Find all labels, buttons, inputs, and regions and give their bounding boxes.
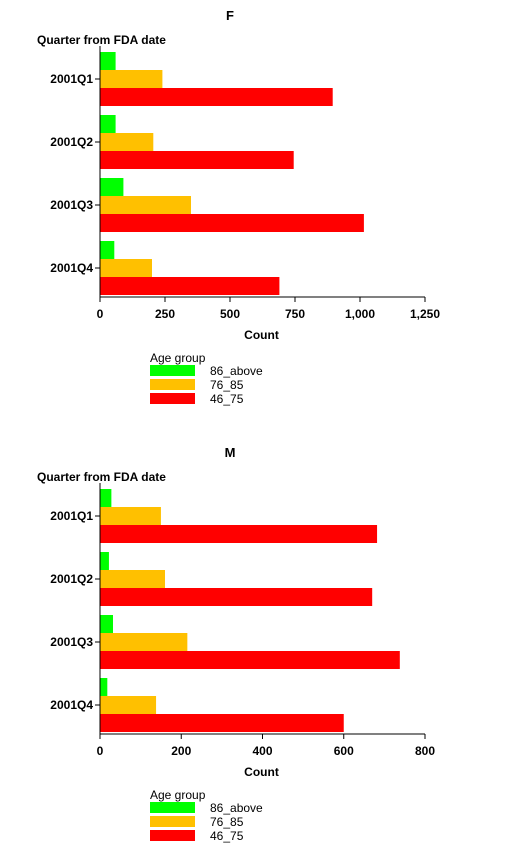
x-tick-label: 0 (97, 307, 104, 321)
y-tick-label: 2001Q3 (50, 198, 93, 212)
x-tick-label: 0 (97, 744, 104, 758)
bar-86_above-2001Q4 (100, 678, 108, 696)
x-axis-label: Count (244, 328, 279, 342)
bar-86_above-2001Q4 (100, 241, 115, 259)
x-tick-label: 600 (334, 744, 354, 758)
y-tick-label: 2001Q3 (50, 635, 93, 649)
legend-swatch-46_75 (150, 830, 195, 841)
legend-title: Age group (150, 788, 206, 802)
x-tick-label: 200 (171, 744, 191, 758)
x-tick-label: 500 (220, 307, 240, 321)
bar-46_75-2001Q2 (100, 151, 294, 169)
bar-86_above-2001Q1 (100, 52, 116, 70)
legend-swatch-76_85 (150, 379, 195, 390)
x-tick-label: 250 (155, 307, 175, 321)
bar-46_75-2001Q3 (100, 651, 400, 669)
legend-swatch-86_above (150, 365, 195, 376)
y-tick-label: 2001Q4 (50, 698, 93, 712)
y-tick-label: 2001Q1 (50, 509, 93, 523)
legend-label: 76_85 (210, 378, 244, 392)
y-tick-label: 2001Q4 (50, 261, 93, 275)
bar-46_75-2001Q4 (100, 277, 280, 295)
bar-76_85-2001Q1 (100, 507, 161, 525)
bar-76_85-2001Q1 (100, 70, 163, 88)
y-axis-label: Quarter from FDA date (37, 470, 166, 484)
y-tick-label: 2001Q2 (50, 572, 93, 586)
bar-86_above-2001Q2 (100, 552, 109, 570)
legend-swatch-46_75 (150, 393, 195, 404)
legend-label: 46_75 (210, 829, 244, 843)
bar-76_85-2001Q2 (100, 570, 165, 588)
chart-title: F (226, 8, 234, 23)
legend-label: 76_85 (210, 815, 244, 829)
bar-86_above-2001Q3 (100, 178, 124, 196)
y-axis-label: Quarter from FDA date (37, 33, 166, 47)
bar-76_85-2001Q3 (100, 633, 188, 651)
legend-label: 46_75 (210, 392, 244, 406)
legend-swatch-86_above (150, 802, 195, 813)
x-tick-label: 1,250 (410, 307, 440, 321)
bar-46_75-2001Q3 (100, 214, 364, 232)
bar-76_85-2001Q4 (100, 259, 152, 277)
legend-label: 86_above (210, 801, 263, 815)
bar-76_85-2001Q2 (100, 133, 154, 151)
bar-46_75-2001Q1 (100, 88, 333, 106)
y-tick-label: 2001Q2 (50, 135, 93, 149)
legend-swatch-76_85 (150, 816, 195, 827)
bar-86_above-2001Q3 (100, 615, 113, 633)
legend-title: Age group (150, 351, 206, 365)
chart-panel-f: F Quarter from FDA date 2001Q1 2001Q2 2001Q3… (37, 8, 440, 406)
bar-86_above-2001Q2 (100, 115, 116, 133)
bar-76_85-2001Q4 (100, 696, 157, 714)
legend-label: 86_above (210, 364, 263, 378)
x-tick-label: 750 (285, 307, 305, 321)
chart-title: M (225, 445, 236, 460)
x-tick-label: 1,000 (345, 307, 375, 321)
bar-76_85-2001Q3 (100, 196, 191, 214)
chart-panel-m: M Quarter from FDA date 2001Q1 2001Q2 2001Q3… (37, 445, 435, 843)
x-tick-label: 800 (415, 744, 435, 758)
bar-46_75-2001Q2 (100, 588, 373, 606)
bar-86_above-2001Q1 (100, 489, 112, 507)
y-tick-label: 2001Q1 (50, 72, 93, 86)
bar-46_75-2001Q4 (100, 714, 344, 732)
bar-46_75-2001Q1 (100, 525, 378, 543)
x-tick-label: 400 (252, 744, 272, 758)
x-axis-label: Count (244, 765, 279, 779)
